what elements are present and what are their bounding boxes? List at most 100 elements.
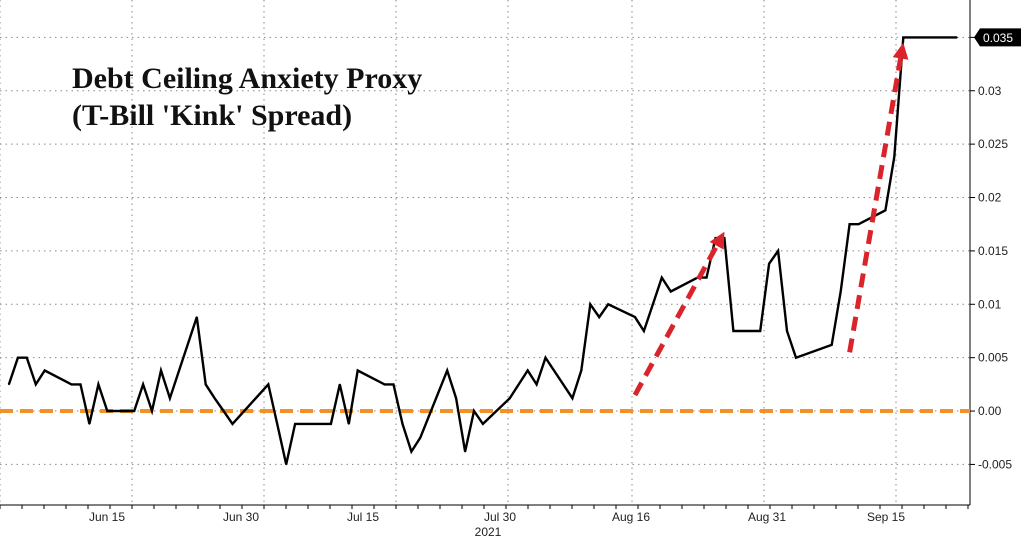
data-point — [348, 423, 350, 425]
data-point — [43, 369, 46, 372]
data-point — [142, 383, 144, 386]
data-point — [285, 463, 288, 466]
data-point — [169, 397, 171, 400]
data-point — [732, 330, 735, 332]
last-value-badge-bg — [974, 28, 1021, 47]
data-point — [383, 383, 386, 386]
data-point — [473, 410, 475, 412]
data-point — [204, 383, 207, 386]
data-point — [231, 423, 234, 425]
data-point — [455, 397, 457, 400]
data-point — [830, 344, 833, 346]
y-tick-label: 0.02 — [978, 191, 1002, 205]
trend-arrow-shaft — [847, 58, 904, 353]
data-point — [419, 436, 422, 439]
data-point — [795, 356, 797, 359]
chart-title: Debt Ceiling Anxiety Proxy (T-Bill 'Kink… — [72, 62, 422, 132]
title-line-2: (T-Bill 'Kink' Spread) — [72, 99, 352, 132]
data-point — [661, 276, 663, 279]
data-point — [276, 423, 279, 425]
y-tick-label: 0.00 — [978, 404, 1002, 418]
data-point — [884, 209, 887, 212]
data-point — [911, 36, 913, 39]
x-tick-label: Jun 15 — [89, 510, 125, 524]
data-point — [902, 36, 905, 39]
data-point — [106, 410, 109, 412]
data-point — [848, 223, 851, 225]
trend-arrow-head — [709, 231, 725, 250]
data-point — [213, 397, 216, 400]
data-point — [786, 330, 788, 332]
data-point — [839, 290, 842, 293]
data-point — [35, 383, 37, 386]
data-point — [777, 250, 779, 252]
data-point — [759, 330, 761, 332]
x-tick-label: Jul 15 — [347, 510, 379, 524]
data-point — [160, 369, 162, 372]
data-point — [79, 383, 82, 386]
data-point — [517, 383, 520, 386]
data-point — [768, 262, 770, 265]
data-point — [392, 383, 395, 386]
data-point — [196, 316, 198, 318]
data-point — [446, 369, 449, 372]
y-tick-labels: -0.005 0.00 0.005 0.01 0.015 0.02 0.025 0.03 — [978, 84, 1012, 472]
y-tick-label: 0.01 — [978, 297, 1002, 311]
data-point — [17, 356, 19, 359]
data-point — [294, 423, 296, 425]
series-layer — [7, 36, 958, 466]
data-point — [509, 397, 511, 400]
data-point — [70, 383, 73, 386]
data-point — [321, 423, 323, 425]
title-line-1: Debt Ceiling Anxiety Proxy — [72, 62, 422, 95]
data-point — [151, 410, 153, 412]
data-point — [544, 356, 547, 359]
data-point — [133, 410, 135, 412]
data-point — [97, 383, 100, 386]
last-value-badge: 0.035 — [974, 28, 1021, 47]
y-tick-label: 0.025 — [978, 137, 1008, 151]
x-tick-label: Aug 16 — [612, 510, 650, 524]
y-tick-label: 0.005 — [978, 351, 1008, 365]
data-point — [571, 397, 574, 400]
last-value-label: 0.035 — [983, 31, 1013, 45]
data-point — [8, 383, 10, 386]
data-point — [705, 276, 708, 279]
x-tick-labels: Jun 15 Jun 30 Jul 15 Jul 30 Aug 16 Aug 31 Sep … — [89, 510, 905, 539]
data-point — [670, 290, 672, 293]
data-point — [857, 223, 860, 225]
data-point — [607, 303, 609, 306]
data-point — [643, 330, 645, 332]
data-point — [330, 423, 332, 425]
x-tick-label: Jul 30 — [484, 510, 516, 524]
data-point — [956, 36, 958, 39]
data-point — [410, 450, 413, 453]
data-point — [339, 383, 341, 386]
data-point — [893, 156, 896, 158]
data-point — [356, 369, 359, 372]
data-point — [526, 369, 529, 372]
data-point — [580, 369, 583, 372]
data-point — [535, 383, 538, 386]
data-point — [652, 303, 654, 306]
data-point — [401, 423, 404, 425]
x-year-label: 2021 — [475, 525, 502, 539]
y-tick-label: 0.015 — [978, 244, 1008, 258]
data-point — [920, 36, 922, 39]
data-point — [482, 423, 484, 425]
axes — [0, 0, 975, 509]
arrow-layer — [632, 42, 909, 397]
trend-arrow-head — [892, 42, 909, 60]
data-point — [222, 410, 225, 412]
data-point — [26, 356, 28, 359]
x-tick-label: Sep 15 — [867, 510, 905, 524]
y-tick-label: 0.03 — [978, 84, 1002, 98]
data-point — [589, 303, 592, 306]
data-point — [464, 450, 466, 453]
x-tick-label: Aug 31 — [748, 510, 786, 524]
data-point — [634, 316, 636, 318]
trend-arrow-shaft — [632, 244, 719, 397]
x-tick-label: Jun 30 — [223, 510, 259, 524]
